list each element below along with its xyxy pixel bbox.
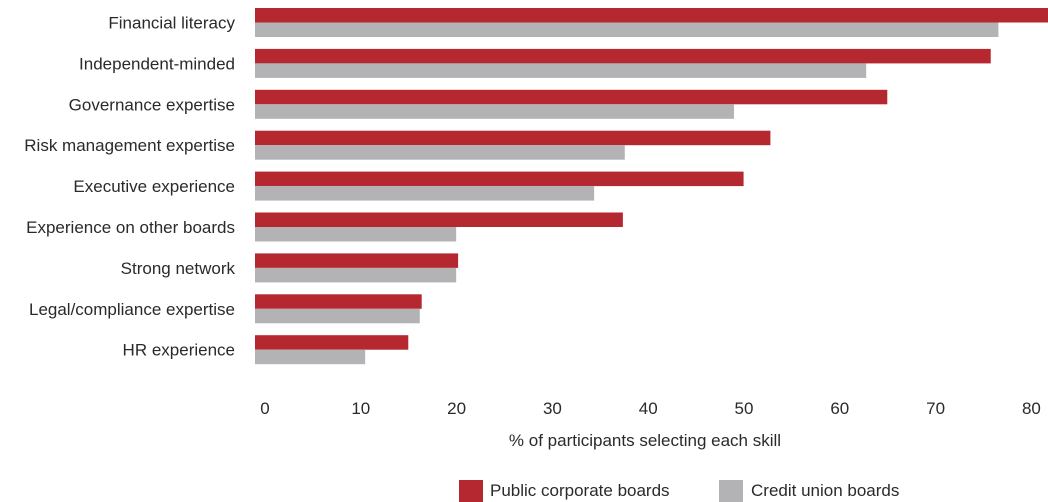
x-tick-label-40: 40 xyxy=(639,399,658,418)
category-label-hr-experience: HR experience xyxy=(123,341,235,360)
bar-legal-compliance-expertise-public xyxy=(255,294,422,309)
x-tick-label-30: 30 xyxy=(543,399,562,418)
x-tick-label-60: 60 xyxy=(830,399,849,418)
bar-experience-on-other-boards-public xyxy=(255,212,623,227)
bars-group xyxy=(255,8,1048,365)
bar-legal-compliance-expertise-credit-union xyxy=(255,308,420,324)
x-tick-label-0: 0 xyxy=(260,399,269,418)
bar-executive-experience-credit-union xyxy=(255,186,595,201)
bar-financial-literacy-public xyxy=(255,8,1048,23)
category-label-risk-management-expertise: Risk management expertise xyxy=(24,136,235,155)
x-tick-label-20: 20 xyxy=(447,399,466,418)
category-label-legal-compliance-expertise: Legal/compliance expertise xyxy=(29,300,235,319)
category-label-financial-literacy: Financial literacy xyxy=(108,14,235,33)
bar-governance-expertise-credit-union xyxy=(255,104,734,119)
x-tick-label-80: 80 xyxy=(1022,399,1041,418)
bar-financial-literacy-credit-union xyxy=(255,22,999,37)
bar-risk-management-expertise-credit-union xyxy=(255,145,625,160)
bar-strong-network-credit-union xyxy=(255,267,457,283)
bar-experience-on-other-boards-credit-union xyxy=(255,227,457,242)
category-labels: Financial literacy Independent-minded Gove… xyxy=(24,14,235,360)
category-label-experience-on-other-boards: Experience on other boards xyxy=(26,218,235,237)
bar-governance-expertise-public xyxy=(255,89,888,105)
legend-label-credit-union: Credit union boards xyxy=(751,481,899,500)
bar-executive-experience-public xyxy=(255,171,744,187)
legend: Public corporate boards Credit union boa… xyxy=(459,480,899,502)
bar-strong-network-public xyxy=(255,253,459,268)
legend-label-public: Public corporate boards xyxy=(490,481,670,500)
x-axis-ticks: 0 10 20 30 40 50 60 70 80 xyxy=(260,399,1041,418)
x-tick-label-10: 10 xyxy=(351,399,370,418)
bar-hr-experience-public xyxy=(255,335,409,350)
x-tick-label-50: 50 xyxy=(735,399,754,418)
legend-swatch-public xyxy=(459,480,483,502)
category-label-executive-experience: Executive experience xyxy=(73,177,235,196)
category-label-independent-minded: Independent-minded xyxy=(79,54,235,73)
x-tick-label-70: 70 xyxy=(926,399,945,418)
bar-independent-minded-public xyxy=(255,48,991,64)
category-label-strong-network: Strong network xyxy=(121,259,236,278)
x-axis-title: % of participants selecting each skill xyxy=(509,431,781,450)
bar-independent-minded-credit-union xyxy=(255,63,867,78)
bar-hr-experience-credit-union xyxy=(255,349,366,365)
legend-swatch-credit-union xyxy=(719,480,743,502)
category-label-governance-expertise: Governance expertise xyxy=(69,95,235,114)
bar-risk-management-expertise-public xyxy=(255,130,771,146)
